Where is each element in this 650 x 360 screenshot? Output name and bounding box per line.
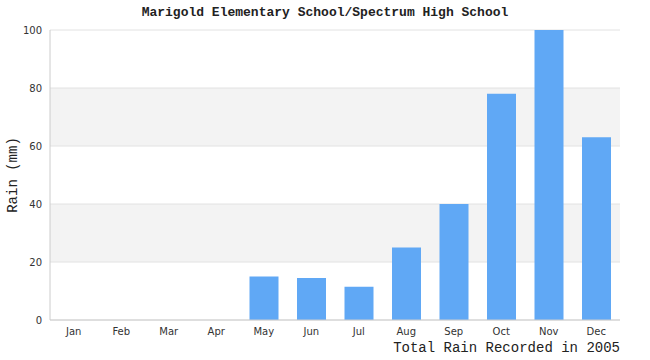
svg-text:100: 100 — [23, 25, 42, 36]
svg-text:Sep: Sep — [444, 326, 463, 337]
svg-text:0: 0 — [36, 315, 42, 326]
svg-text:60: 60 — [29, 141, 42, 152]
svg-text:Mar: Mar — [159, 326, 179, 337]
svg-text:Jul: Jul — [352, 326, 365, 337]
svg-text:Nov: Nov — [539, 326, 559, 337]
html-text:Total Rain Recorded in 2005: Total Rain Recorded in 2005 — [393, 340, 620, 356]
svg-text:Jan: Jan — [65, 326, 81, 337]
svg-text:20: 20 — [29, 257, 42, 268]
svg-text:Oct: Oct — [493, 326, 510, 337]
svg-text:Dec: Dec — [587, 326, 606, 337]
svg-text:80: 80 — [29, 83, 42, 94]
svg-text:Apr: Apr — [208, 326, 226, 337]
svg-text:Jun: Jun — [302, 326, 319, 337]
svg-text:Rain (mm): Rain (mm) — [8, 137, 21, 213]
svg-text:Feb: Feb — [112, 326, 130, 337]
html-text:Marigold Elementary School/Spe: Marigold Elementary School/Spectrum High… — [141, 5, 509, 20]
svg-text:40: 40 — [29, 199, 42, 210]
svg-text:Aug: Aug — [396, 326, 416, 337]
svg-text:May: May — [253, 326, 274, 337]
